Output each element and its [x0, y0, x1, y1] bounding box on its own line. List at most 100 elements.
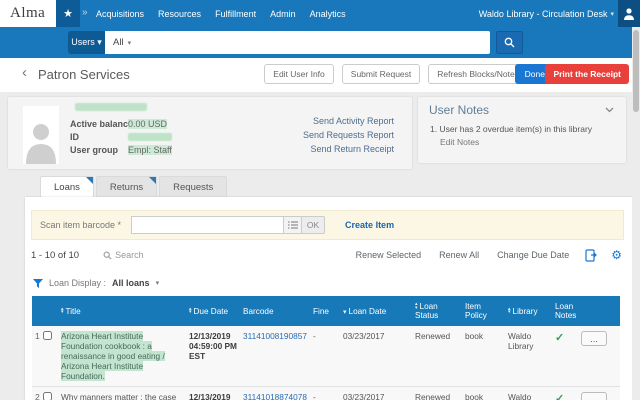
- nav-menu: Acquisitions Resources Fulfillment Admin Ana…: [96, 0, 346, 27]
- nav-item-resources[interactable]: Resources: [158, 8, 202, 19]
- column-header-barcode[interactable]: Barcode: [240, 296, 310, 326]
- location-selector[interactable]: Waldo Library - Circulation Desk ▾: [479, 0, 614, 27]
- sort-icon: ▴ ▾: [415, 301, 418, 311]
- edit-user-info-button[interactable]: Edit User Info: [264, 64, 334, 84]
- scan-barcode-label: Scan item barcode *: [40, 220, 122, 230]
- loan-status-cell: Renewed: [415, 392, 451, 400]
- nav-item-fulfillment[interactable]: Fulfillment: [215, 8, 257, 19]
- search-button[interactable]: [496, 31, 523, 54]
- favorites-star-icon[interactable]: ★: [56, 0, 80, 27]
- gear-icon[interactable]: ⚙: [611, 248, 622, 262]
- list-search-toggle[interactable]: Search: [103, 250, 144, 260]
- loan-note-check-icon: ✓: [555, 393, 565, 400]
- column-header-due-date[interactable]: ▴ ▾ Due Date: [186, 296, 240, 326]
- loan-title-link[interactable]: Why manners matter : the case for civili…: [61, 392, 177, 400]
- renew-all-button[interactable]: Renew All: [439, 250, 480, 260]
- change-due-date-button[interactable]: Change Due Date: [497, 250, 570, 260]
- loan-display-filter[interactable]: Loan Display : All loans ▾: [33, 278, 159, 288]
- send-requests-report-link[interactable]: Send Requests Report: [302, 130, 394, 140]
- search-icon: [504, 37, 515, 48]
- column-header-title[interactable]: ▴ ▾ Title: [58, 296, 186, 326]
- row-checkbox[interactable]: [42, 392, 52, 400]
- nav-item-acquisitions[interactable]: Acquisitions: [96, 8, 145, 19]
- loan-note-check-icon: ✓: [555, 332, 565, 344]
- user-menu-icon[interactable]: [618, 0, 640, 27]
- redacted-user-name: [75, 103, 147, 111]
- send-return-receipt-link[interactable]: Send Return Receipt: [310, 144, 394, 154]
- sort-icon: ▴ ▾: [508, 305, 511, 316]
- column-header-loan-notes[interactable]: Loan Notes: [552, 296, 578, 326]
- row-actions-button[interactable]: ...: [581, 392, 607, 400]
- search-filter-value: All: [113, 37, 124, 48]
- tab-requests[interactable]: Requests: [159, 176, 228, 197]
- sort-desc-icon: ▾: [343, 308, 347, 316]
- back-icon[interactable]: ‹: [22, 64, 27, 81]
- send-activity-report-link[interactable]: Send Activity Report: [312, 116, 394, 126]
- id-label: ID: [70, 132, 79, 142]
- scrollbar-thumb[interactable]: [633, 30, 639, 112]
- row-number: 1: [35, 331, 40, 341]
- done-button[interactable]: Done: [514, 64, 555, 84]
- loan-title-link[interactable]: Arizona Heart Institute Foundation cookb…: [61, 331, 165, 381]
- scrollbar-track[interactable]: [632, 27, 640, 400]
- renew-selected-button[interactable]: Renew Selected: [355, 250, 422, 260]
- tab-returns[interactable]: Returns: [95, 176, 158, 197]
- scan-barcode-input[interactable]: [131, 216, 284, 234]
- chevron-down-icon: ▾: [610, 10, 614, 18]
- column-header-loan-date[interactable]: ▾ Loan Date: [340, 296, 412, 326]
- item-policy-cell: book: [465, 392, 483, 400]
- item-policy-cell: book: [465, 331, 483, 341]
- active-balance-label: Active balance: [70, 119, 134, 129]
- header-buttons: Edit User Info Submit Request Refresh Bloc…: [264, 64, 528, 84]
- tabs-row: Loans Returns Requests: [40, 176, 229, 197]
- loan-date-cell: 03/23/2017: [343, 331, 385, 341]
- row-checkbox[interactable]: [42, 331, 52, 340]
- chevron-down-icon: ▾: [127, 39, 132, 47]
- print-receipt-button[interactable]: Print the Receipt: [545, 64, 629, 84]
- table-header-row: ▴ ▾ Title ▴ ▾ Due Date Barcode Fine ▾ Loan Date ▴ ▾…: [32, 296, 620, 326]
- collapse-chevron-icon[interactable]: [605, 107, 614, 113]
- row-number: 2: [35, 392, 40, 400]
- nav-item-analytics[interactable]: Analytics: [309, 8, 346, 19]
- refresh-blocks-notes-button[interactable]: Refresh Blocks/Notes: [428, 64, 528, 84]
- edit-notes-link[interactable]: Edit Notes: [440, 137, 480, 147]
- search-input[interactable]: All ▾: [105, 31, 490, 54]
- submit-request-button[interactable]: Submit Request: [341, 64, 421, 84]
- column-header-fine[interactable]: Fine: [310, 296, 340, 326]
- create-item-link[interactable]: Create Item: [345, 220, 395, 230]
- chevron-down-icon: ▾: [155, 280, 160, 287]
- barcode-list-icon[interactable]: [283, 216, 302, 234]
- search-scope-button[interactable]: Users ▾: [68, 31, 105, 54]
- nav-item-admin[interactable]: Admin: [270, 8, 296, 19]
- tab-loans[interactable]: Loans: [40, 176, 94, 197]
- tab-fold-icon: [149, 177, 157, 184]
- table-row: 2 Why manners matter : the case for civi…: [32, 386, 620, 400]
- row-actions-button[interactable]: ...: [581, 331, 607, 346]
- user-notes-card: User Notes 1. User has 2 overdue item(s)…: [418, 97, 626, 163]
- list-toolbar: 1 - 10 of 10 Search Renew Selected Renew …: [31, 247, 622, 263]
- id-value-redacted: [128, 133, 172, 141]
- column-header-library[interactable]: ▴ ▾ Library: [505, 296, 552, 326]
- due-date-cell: 12/13/2019 04:59:00 PM EST: [189, 331, 237, 361]
- due-date-cell: 12/13/2019 04:59:00 PM EST: [189, 392, 231, 400]
- active-balance-value: 0.00 USD: [128, 119, 168, 129]
- nav-expand-icon[interactable]: »: [82, 7, 88, 18]
- toolbar-actions: Renew Selected Renew All Change Due Date: [356, 250, 570, 260]
- scan-item-band: Scan item barcode * OK Create Item: [31, 210, 624, 240]
- column-header-loan-status[interactable]: ▴ ▾ Loan Status: [412, 296, 462, 326]
- export-icon[interactable]: [585, 248, 598, 262]
- column-header-item-policy[interactable]: Item Policy: [462, 296, 505, 326]
- result-count: 1 - 10 of 10: [31, 249, 80, 261]
- user-group-value: Empl: Staff: [128, 145, 172, 155]
- user-info-card: Active balance 0.00 USD ID User group Empl: …: [8, 97, 412, 169]
- alma-logo[interactable]: Alma: [0, 0, 56, 27]
- filter-funnel-icon: [33, 278, 43, 288]
- sort-icon: ▴ ▾: [189, 305, 192, 316]
- barcode-link[interactable]: 31141018874078: [243, 392, 307, 400]
- ok-button[interactable]: OK: [301, 216, 326, 234]
- select-column-header: [32, 296, 58, 326]
- barcode-link[interactable]: 31141008190857: [243, 331, 307, 341]
- user-group-label: User group: [70, 145, 119, 155]
- search-icon: [103, 251, 112, 260]
- avatar: [23, 106, 59, 164]
